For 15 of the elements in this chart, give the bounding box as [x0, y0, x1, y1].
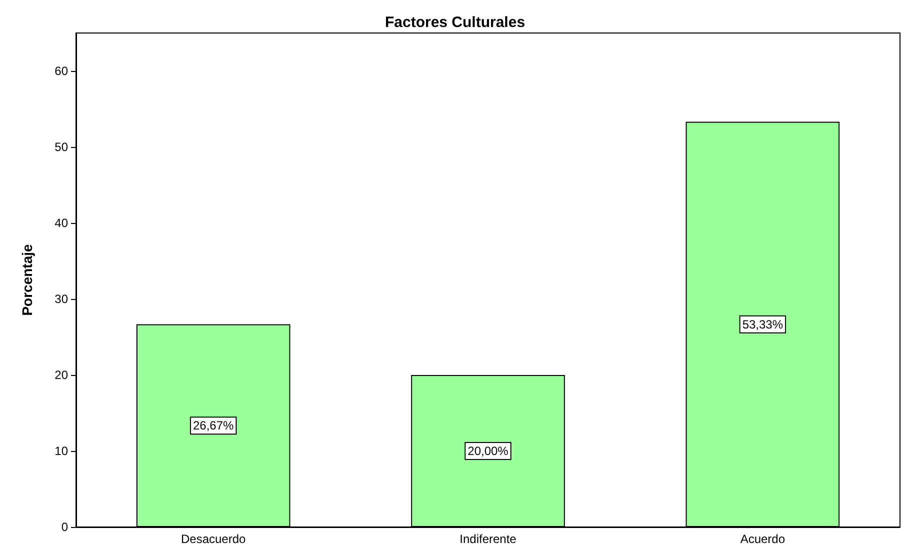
y-tick-label: 50 [54, 140, 68, 154]
y-tick-label: 30 [54, 292, 68, 306]
x-tick-label: Acuerdo [740, 532, 786, 546]
y-tick-label: 0 [61, 520, 68, 534]
y-axis-title: Porcentaje [19, 244, 35, 316]
data-label: 26,67% [192, 418, 234, 433]
y-tick-label: 10 [54, 444, 68, 458]
data-label: 53,33% [742, 317, 784, 332]
chart-title: Factores Culturales [384, 14, 526, 31]
data-label: 20,00% [468, 444, 509, 458]
y-tick-label: 60 [54, 64, 68, 78]
y-tick-label: 40 [54, 216, 68, 230]
y-tick-label: 20 [54, 368, 68, 382]
x-tick-label: Desacuerdo [180, 532, 246, 546]
x-tick-label: Indiferente [460, 532, 517, 546]
